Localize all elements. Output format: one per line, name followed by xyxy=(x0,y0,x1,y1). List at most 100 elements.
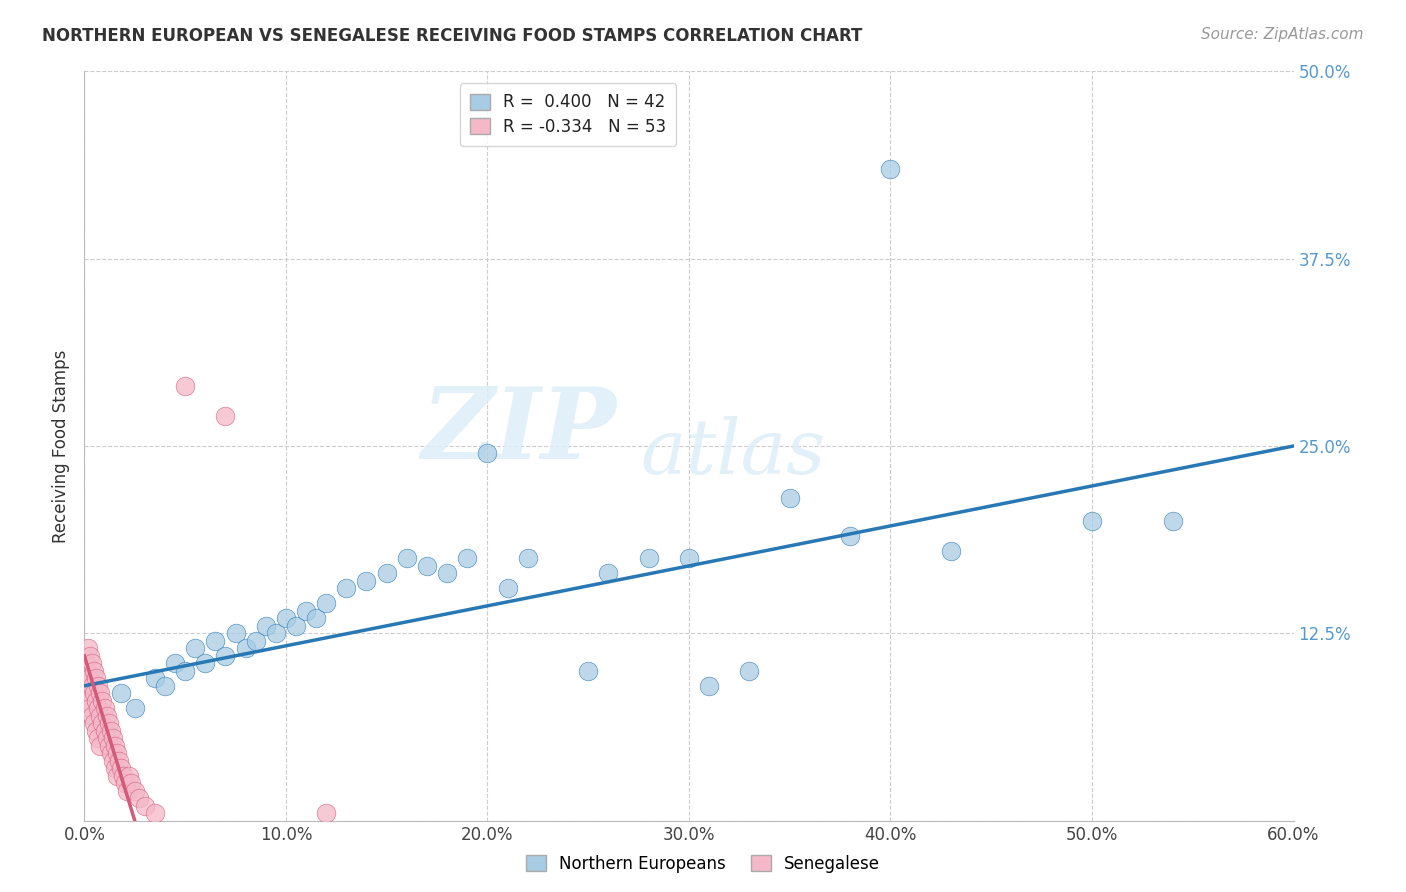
Point xyxy=(101,754,124,768)
Point xyxy=(79,648,101,663)
Point xyxy=(77,671,100,685)
Point xyxy=(295,604,318,618)
Point xyxy=(104,761,127,775)
Point xyxy=(335,582,357,596)
Point xyxy=(79,671,101,685)
Point xyxy=(436,566,458,581)
Point xyxy=(86,723,108,738)
Point xyxy=(375,566,398,581)
Point xyxy=(89,739,111,753)
Point xyxy=(204,633,226,648)
Point xyxy=(879,161,901,176)
Point xyxy=(93,723,115,738)
Point xyxy=(576,664,599,678)
Point xyxy=(83,664,105,678)
Point xyxy=(110,686,132,700)
Text: ZIP: ZIP xyxy=(422,383,616,479)
Point xyxy=(100,746,122,760)
Point xyxy=(96,708,118,723)
Point xyxy=(598,566,620,581)
Point xyxy=(274,611,297,625)
Point xyxy=(91,694,114,708)
Point xyxy=(143,806,166,821)
Text: atlas: atlas xyxy=(641,417,825,491)
Point xyxy=(83,686,105,700)
Point xyxy=(245,633,267,648)
Point xyxy=(1161,514,1184,528)
Point xyxy=(83,716,105,731)
Point xyxy=(105,769,128,783)
Point xyxy=(697,679,720,693)
Point xyxy=(315,596,337,610)
Point xyxy=(124,783,146,797)
Point xyxy=(516,551,538,566)
Point xyxy=(105,746,128,760)
Point xyxy=(225,626,247,640)
Point xyxy=(939,544,962,558)
Point xyxy=(184,641,207,656)
Point xyxy=(114,776,136,790)
Legend: Northern Europeans, Senegalese: Northern Europeans, Senegalese xyxy=(519,848,887,880)
Point xyxy=(118,769,141,783)
Point xyxy=(97,739,120,753)
Point xyxy=(89,708,111,723)
Legend: R =  0.400   N = 42, R = -0.334   N = 53: R = 0.400 N = 42, R = -0.334 N = 53 xyxy=(460,84,676,146)
Point xyxy=(477,446,499,460)
Point xyxy=(194,657,217,671)
Point xyxy=(89,686,111,700)
Point xyxy=(110,761,132,775)
Point xyxy=(96,731,118,746)
Point xyxy=(637,551,659,566)
Point xyxy=(395,551,418,566)
Point xyxy=(91,716,114,731)
Point xyxy=(75,679,97,693)
Point xyxy=(104,739,127,753)
Point xyxy=(86,671,108,685)
Text: Source: ZipAtlas.com: Source: ZipAtlas.com xyxy=(1201,27,1364,42)
Point xyxy=(79,701,101,715)
Point xyxy=(174,664,197,678)
Point xyxy=(87,679,110,693)
Point xyxy=(82,657,104,671)
Point xyxy=(134,798,156,813)
Point xyxy=(93,701,115,715)
Point xyxy=(111,769,134,783)
Point xyxy=(86,694,108,708)
Point xyxy=(285,619,308,633)
Point xyxy=(315,806,337,821)
Point xyxy=(124,701,146,715)
Point xyxy=(128,791,150,805)
Point xyxy=(678,551,700,566)
Point xyxy=(839,529,862,543)
Point xyxy=(101,731,124,746)
Point xyxy=(115,783,138,797)
Point xyxy=(738,664,761,678)
Point xyxy=(87,701,110,715)
Point xyxy=(235,641,257,656)
Point xyxy=(165,657,187,671)
Point xyxy=(107,754,129,768)
Point xyxy=(77,641,100,656)
Point xyxy=(75,657,97,671)
Point xyxy=(120,776,142,790)
Point xyxy=(82,708,104,723)
Text: NORTHERN EUROPEAN VS SENEGALESE RECEIVING FOOD STAMPS CORRELATION CHART: NORTHERN EUROPEAN VS SENEGALESE RECEIVIN… xyxy=(42,27,862,45)
Point xyxy=(174,379,197,393)
Point xyxy=(264,626,287,640)
Point xyxy=(779,491,801,506)
Point xyxy=(214,409,236,423)
Point xyxy=(97,716,120,731)
Point xyxy=(496,582,519,596)
Point xyxy=(305,611,328,625)
Point xyxy=(356,574,378,588)
Point xyxy=(416,558,439,573)
Point xyxy=(456,551,478,566)
Point xyxy=(77,694,100,708)
Point xyxy=(254,619,277,633)
Point xyxy=(87,731,110,746)
Point xyxy=(1081,514,1104,528)
Point xyxy=(153,679,176,693)
Y-axis label: Receiving Food Stamps: Receiving Food Stamps xyxy=(52,350,70,542)
Point xyxy=(82,679,104,693)
Point xyxy=(214,648,236,663)
